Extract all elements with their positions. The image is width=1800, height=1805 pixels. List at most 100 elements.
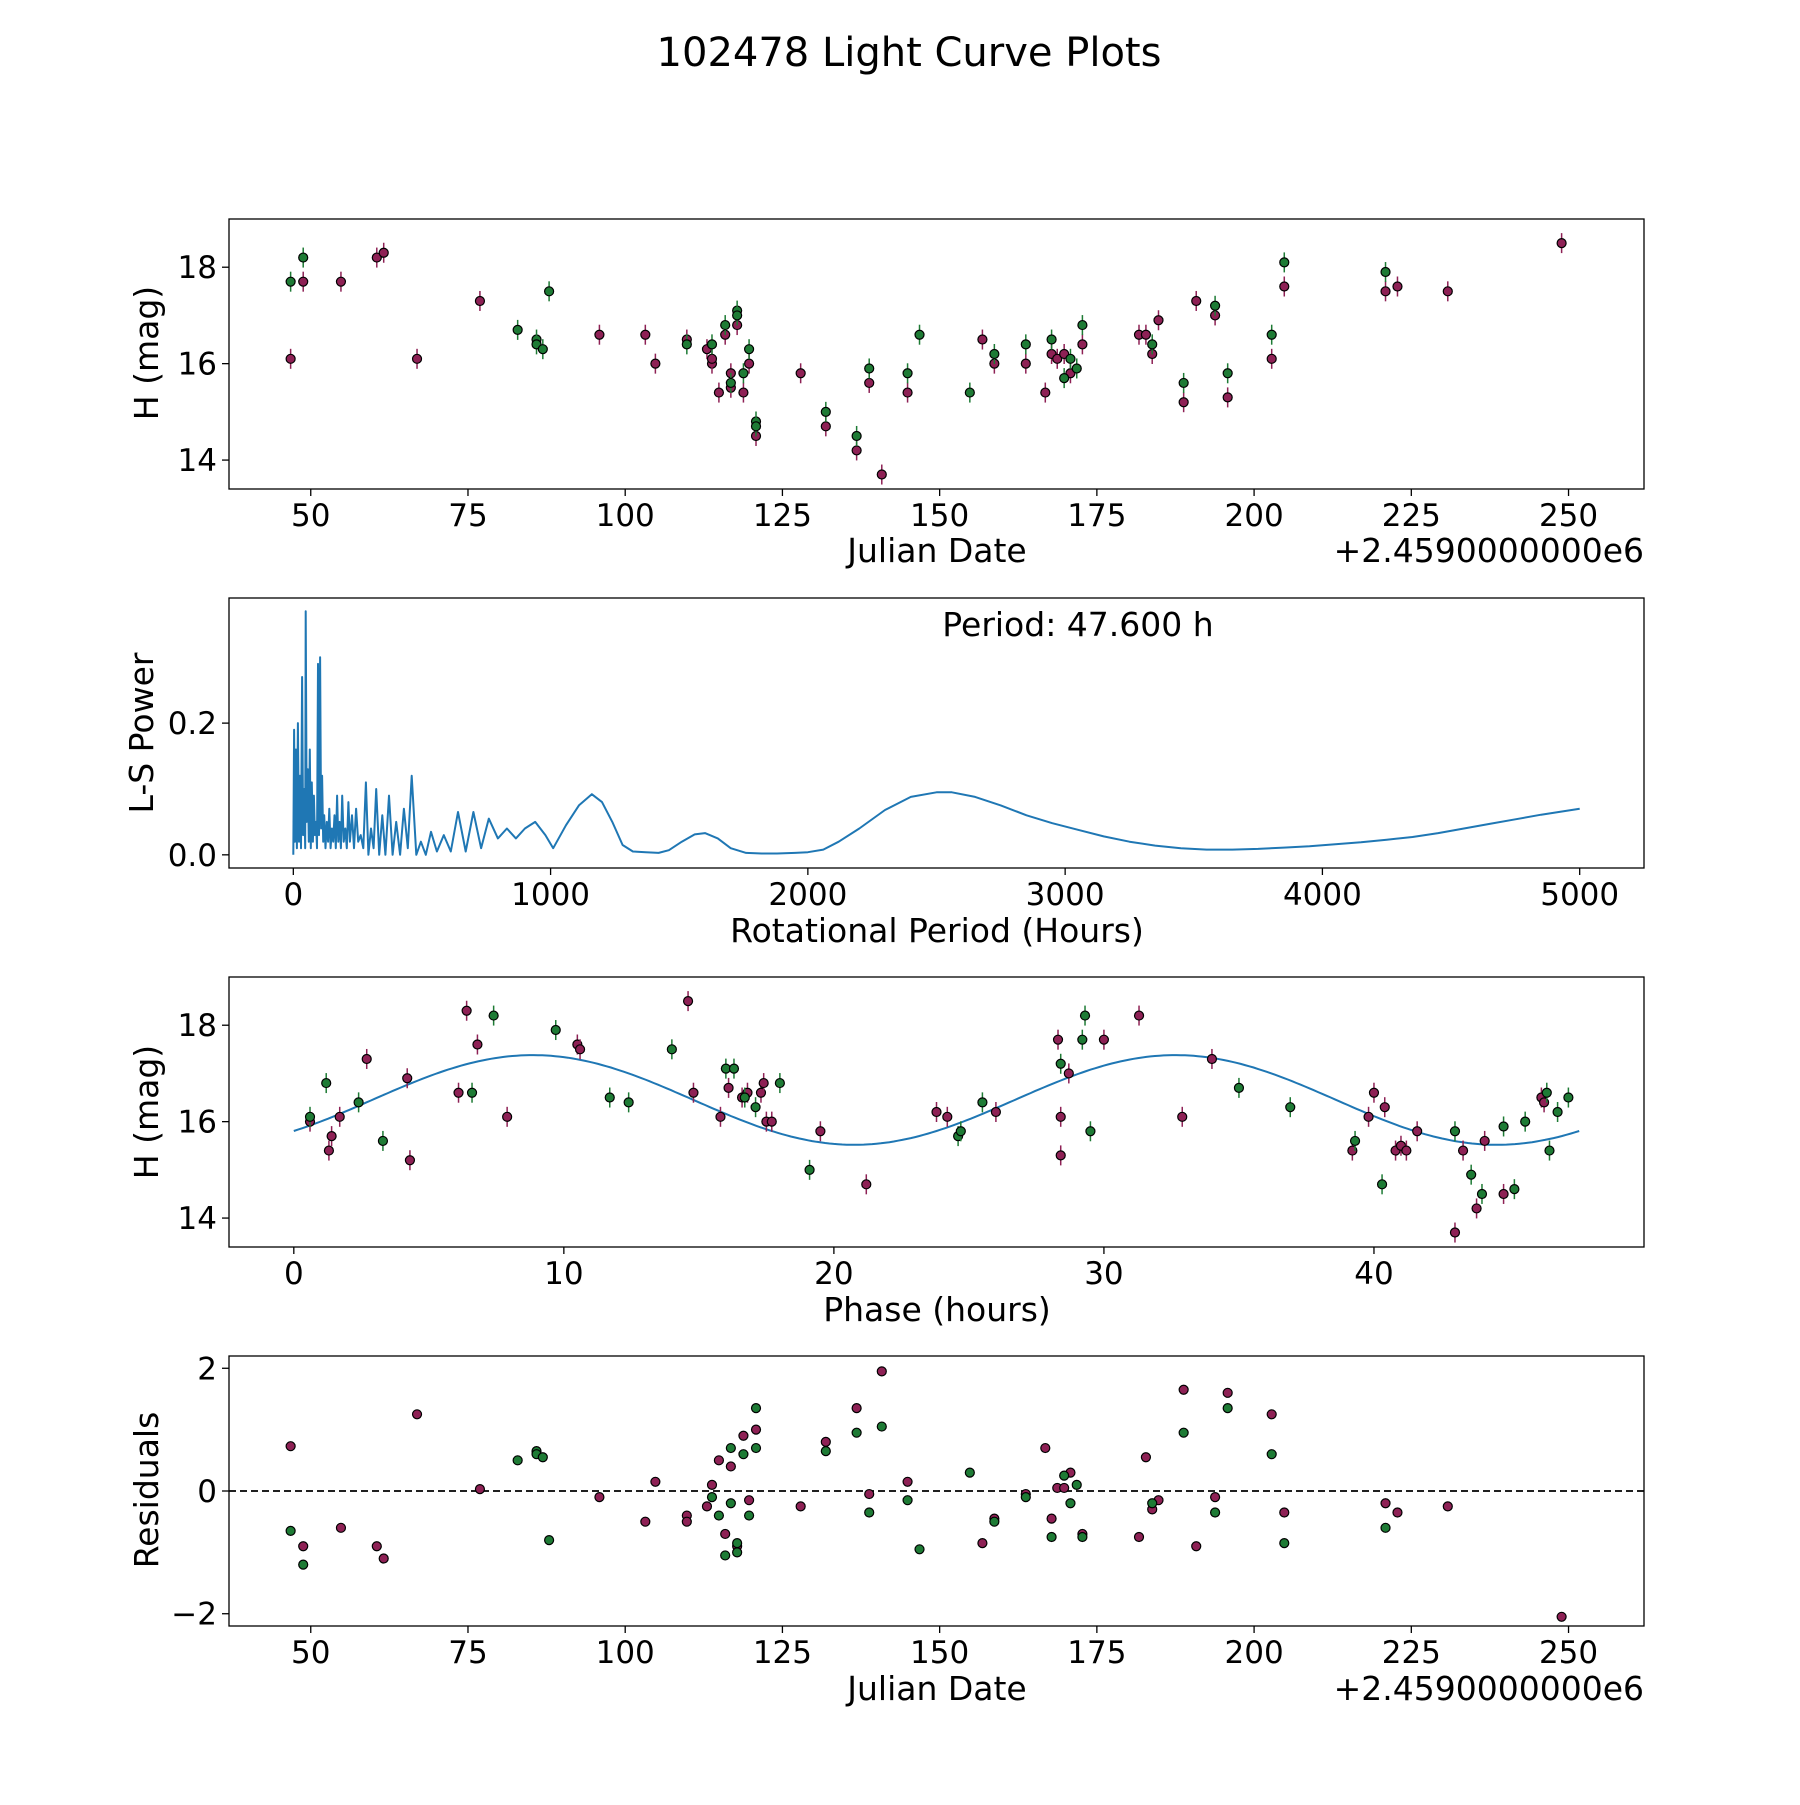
figure-title: 102478 Light Curve Plots [657, 30, 1162, 76]
lightcurve-point-r [851, 445, 862, 456]
phased-plot-frame [228, 976, 1645, 1248]
residuals-point-g [1380, 1522, 1391, 1533]
phased-ytick-label: 16 [178, 1105, 217, 1141]
residuals-point-r [1209, 1492, 1221, 1503]
lightcurve-point-r [1153, 315, 1164, 326]
phased-point-g [1563, 1092, 1574, 1103]
residuals-point-r [285, 1441, 296, 1452]
phased-point-r [1471, 1203, 1482, 1214]
phased-point-g [1233, 1082, 1245, 1093]
phased-panel: Phase (hours) H (mag) 0 10 20 30 40 14 16 18 [127, 976, 1645, 1329]
residuals-point-g [738, 1449, 749, 1460]
lightcurve-point-r [285, 353, 296, 364]
residuals-point-r [1133, 1531, 1145, 1543]
lightcurve-xlabel: Julian Date [845, 531, 1027, 570]
phased-point-g [1544, 1145, 1555, 1156]
lightcurve-point-r [706, 353, 718, 364]
residuals-xtick-label: 200 [1225, 1635, 1284, 1671]
lightcurve-point-g [544, 286, 555, 297]
residuals-point-g [864, 1507, 875, 1518]
lightcurve-xtick-label: 175 [1067, 498, 1126, 534]
residuals-ytick-label: 2 [197, 1351, 217, 1387]
lightcurve-xtick-label: 50 [291, 498, 330, 534]
residuals-point-g [1046, 1531, 1057, 1543]
phased-point-r [1498, 1188, 1509, 1200]
residuals-point-r [1266, 1409, 1277, 1420]
residuals-point-g [720, 1550, 731, 1561]
phased-point-g [750, 1102, 761, 1113]
phased-point-g [1349, 1135, 1361, 1147]
phased-point-r [1412, 1126, 1423, 1137]
lightcurve-point-g [1059, 373, 1070, 384]
phased-point-g [550, 1024, 561, 1036]
residuals-point-r [876, 1366, 887, 1377]
residuals-point-g [725, 1442, 736, 1454]
residuals-point-r [1040, 1442, 1051, 1454]
lightcurve-panel: Julian Date H (mag) +2.4590000000e6 50 75… [127, 218, 1645, 570]
residuals-xtick-label: 100 [596, 1635, 655, 1671]
lightcurve-point-g [732, 310, 743, 321]
residuals-xlabel: Julian Date [845, 1669, 1027, 1708]
phased-point-g [1520, 1116, 1531, 1127]
residuals-point-r [681, 1516, 692, 1527]
lightcurve-point-r [876, 469, 887, 480]
lightcurve-point-r [795, 368, 806, 379]
residuals-point-g [285, 1525, 296, 1536]
residuals-offset-label: +2.4590000000e6 [1334, 1669, 1644, 1708]
lightcurve-ytick-label: 14 [178, 443, 217, 479]
period-annotation: Period: 47.600 h [942, 605, 1213, 644]
lightcurve-point-r [1266, 353, 1277, 364]
residuals-point-r [1191, 1541, 1202, 1552]
phased-point-r [931, 1106, 942, 1118]
phased-point-g [1466, 1169, 1477, 1180]
periodogram-ylabel: L-S Power [122, 652, 161, 813]
residuals-point-r [1222, 1387, 1233, 1398]
residuals-point-g [989, 1516, 1000, 1527]
lightcurve-point-r [411, 353, 423, 364]
residuals-point-g [725, 1498, 736, 1509]
lightcurve-point-g [725, 377, 736, 389]
phased-point-r [323, 1145, 335, 1156]
lightcurve-point-r [1380, 286, 1391, 297]
phased-point-r [758, 1077, 769, 1089]
lightcurve-xtick-label: 100 [596, 498, 655, 534]
residuals-point-r [640, 1516, 651, 1527]
lightcurve-point-g [1020, 339, 1031, 350]
residuals-point-r [738, 1430, 749, 1441]
residuals-point-r [743, 1495, 755, 1506]
residuals-point-g [750, 1403, 762, 1414]
residuals-point-g [732, 1547, 743, 1558]
residuals-xtick-label: 125 [753, 1635, 812, 1671]
periodogram-xtick-label: 2000 [768, 877, 847, 913]
lightcurve-point-r [1556, 238, 1567, 249]
periodogram-power-line [292, 610, 1580, 856]
phased-point-g [353, 1097, 364, 1108]
phased-point-r [682, 996, 694, 1007]
lightcurve-point-g [285, 276, 296, 287]
lightcurve-point-r [902, 387, 913, 398]
phased-point-r [1063, 1068, 1074, 1079]
lightcurve-point-g [706, 339, 718, 350]
periodogram-panel: Rotational Period (Hours) L-S Power Peri… [122, 597, 1645, 950]
residuals-xtick-label: 225 [1382, 1635, 1441, 1671]
periodogram-xtick-label: 0 [283, 877, 303, 913]
residuals-point-r [650, 1476, 661, 1487]
residuals-point-r [851, 1403, 862, 1414]
phased-point-g [774, 1077, 785, 1089]
lightcurve-point-g [1147, 339, 1158, 350]
residuals-xtick-label: 250 [1539, 1635, 1598, 1671]
periodogram-xtick-label: 5000 [1540, 877, 1619, 913]
residuals-point-g [544, 1534, 555, 1546]
phased-point-g [666, 1044, 677, 1055]
lightcurve-point-r [298, 276, 309, 287]
lightcurve-ylabel: H (mag) [127, 286, 166, 420]
lightcurve-point-r [864, 377, 875, 389]
lightcurve-point-g [864, 363, 875, 374]
phased-point-r [1401, 1145, 1412, 1156]
phased-point-r [1363, 1111, 1374, 1122]
lightcurve-ytick-label: 18 [178, 250, 217, 286]
lightcurve-point-g [298, 252, 309, 263]
phased-point-g [977, 1097, 988, 1108]
phased-point-r [402, 1073, 413, 1084]
